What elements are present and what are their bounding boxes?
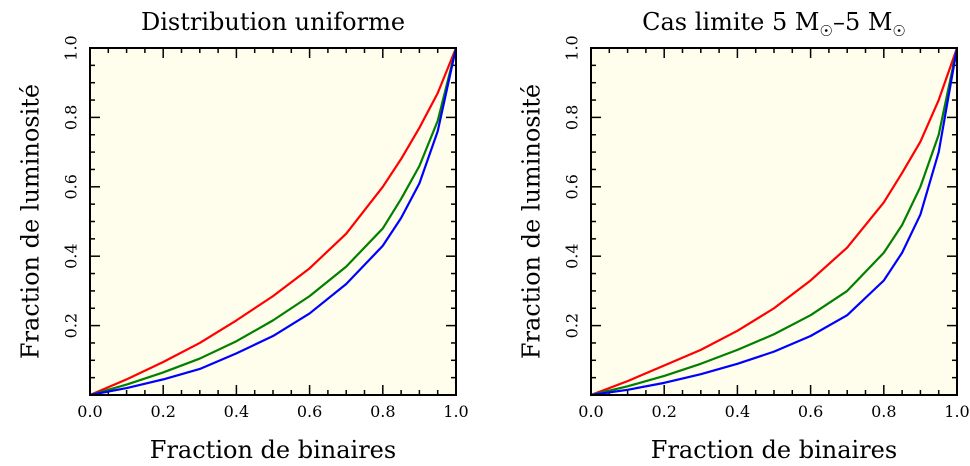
plot-frame xyxy=(590,47,958,396)
y-tick-label: 0.8 xyxy=(563,105,582,130)
plot-frame xyxy=(89,47,457,396)
series-lines xyxy=(89,47,458,397)
plot-background xyxy=(90,48,456,395)
x-tick-label: 0.2 xyxy=(651,402,676,421)
y-axis-label: Fraction de luminosité xyxy=(518,84,546,359)
y-tick-label: 0.2 xyxy=(563,313,582,338)
y-tick-label: 1.0 xyxy=(563,35,582,60)
series-lines xyxy=(590,47,959,397)
x-tick-label: 1.0 xyxy=(944,402,969,421)
x-tick-label: 0.8 xyxy=(370,402,395,421)
y-tick-labels: 0.2 0.4 0.6 0.8 1.0 xyxy=(563,35,582,338)
y-tick-label: 0.6 xyxy=(563,174,582,199)
title-text: Cas limite 5 M xyxy=(642,8,819,36)
y-tick-label: 0.8 xyxy=(62,105,81,130)
y-tick-label: 0.4 xyxy=(62,243,81,268)
chart-panel-limit-case: 0.0 0.2 0.4 0.6 0.8 1.0 0.2 0.4 0.6 0.8 1.0 Cas l… xyxy=(518,8,970,464)
x-tick-label: 0.6 xyxy=(798,402,823,421)
x-tick-label: 0.0 xyxy=(77,402,102,421)
y-tick-label: 0.6 xyxy=(62,174,81,199)
x-tick-label: 0.6 xyxy=(297,402,322,421)
y-tick-label: 0.4 xyxy=(563,243,582,268)
x-tick-label: 0.4 xyxy=(725,402,750,421)
y-tick-label: 0.2 xyxy=(62,313,81,338)
title-sun-symbol: ☉ xyxy=(819,22,832,40)
chart-panel-uniform: 0.0 0.2 0.4 0.6 0.8 1.0 0.2 0.4 0.6 0.8 1.0 Distr… xyxy=(17,8,469,464)
series-line-1 xyxy=(590,47,959,397)
series-line-0 xyxy=(590,47,959,397)
x-tick-labels: 0.0 0.2 0.4 0.6 0.8 1.0 xyxy=(578,402,969,421)
title-sun-symbol: ☉ xyxy=(892,22,905,40)
x-axis-label: Fraction de binaires xyxy=(651,436,897,464)
y-tick-label: 1.0 xyxy=(62,35,81,60)
plot-background xyxy=(591,48,957,395)
x-tick-label: 0.8 xyxy=(871,402,896,421)
series-line-1 xyxy=(89,47,458,397)
series-line-2 xyxy=(590,47,959,397)
y-axis-label: Fraction de luminosité xyxy=(17,84,45,359)
x-axis-label: Fraction de binaires xyxy=(150,436,396,464)
chart-title: Distribution uniforme xyxy=(141,8,405,36)
x-tick-label: 0.2 xyxy=(150,402,175,421)
title-text: –5 M xyxy=(833,8,892,36)
x-tick-label: 0.0 xyxy=(578,402,603,421)
y-tick-labels: 0.2 0.4 0.6 0.8 1.0 xyxy=(62,35,81,338)
x-tick-labels: 0.0 0.2 0.4 0.6 0.8 1.0 xyxy=(77,402,468,421)
x-tick-label: 0.4 xyxy=(224,402,249,421)
series-line-0 xyxy=(89,47,458,397)
series-line-2 xyxy=(89,47,458,397)
x-tick-label: 1.0 xyxy=(443,402,468,421)
chart-title: Cas limite 5 M☉–5 M☉ xyxy=(642,8,906,40)
